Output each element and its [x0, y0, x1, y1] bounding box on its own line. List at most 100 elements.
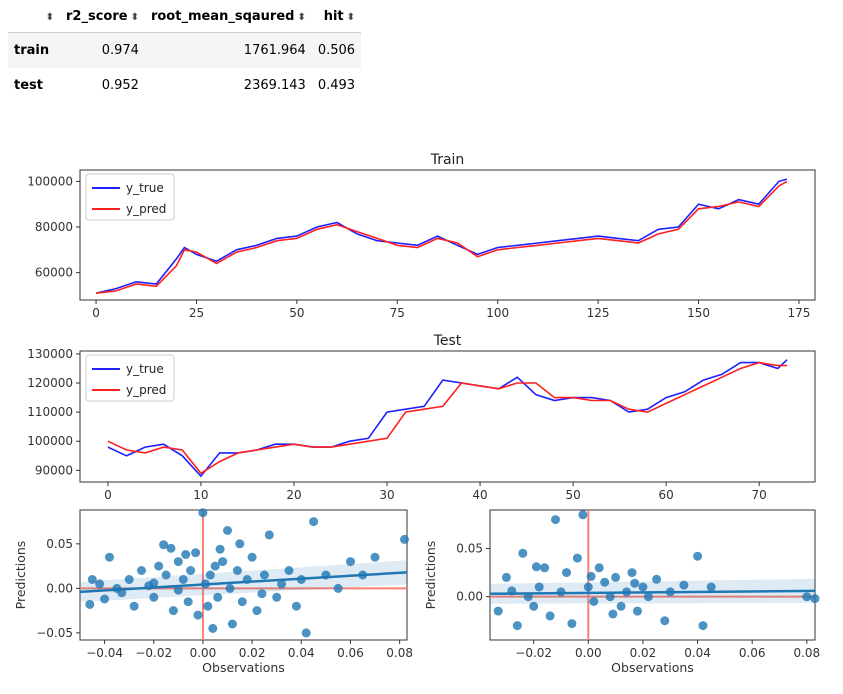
y-tick-label: 120000 — [27, 376, 73, 390]
series-line-y-pred — [107, 361, 788, 475]
series-line-y-true — [107, 359, 788, 478]
scatter-point — [277, 579, 287, 589]
column-header-hit[interactable]: hit ⬍ — [312, 0, 361, 33]
scatter-point — [540, 563, 550, 573]
table-cell: 0.493 — [317, 78, 356, 93]
scatter-point — [213, 592, 223, 602]
scatter-point — [223, 526, 232, 535]
row-label: train — [14, 43, 50, 58]
series-line-y-pred — [96, 180, 788, 294]
x-axis-label: Observations — [202, 660, 285, 675]
x-tick-label: 50 — [565, 488, 580, 502]
x-tick-label: 0.06 — [337, 646, 364, 660]
scatter-point — [215, 544, 225, 554]
scatter-point — [149, 578, 159, 588]
scatter-point — [149, 592, 159, 602]
scatter-point — [627, 568, 637, 578]
regression-line — [489, 589, 816, 596]
x-tick-label: 60 — [658, 488, 673, 502]
x-tick-label: 150 — [687, 306, 710, 320]
scatter-point — [161, 570, 171, 580]
scatter-point — [178, 575, 188, 584]
table-cell: 1761.964 — [243, 43, 306, 58]
y-tick-label: 100000 — [27, 434, 73, 448]
scatter-point — [129, 601, 139, 611]
x-tick-label: 0 — [92, 306, 100, 320]
y-tick-label: 80000 — [35, 220, 73, 234]
x-tick-label: 0.02 — [630, 646, 657, 660]
scatter-point — [168, 606, 178, 616]
y-tick-label: 0.00 — [456, 590, 483, 604]
y-axis-label: Predictions — [423, 541, 438, 610]
scatter-point — [252, 606, 262, 616]
table-cell: 2369.143 — [243, 78, 306, 93]
x-tick-label: 30 — [379, 488, 394, 502]
x-tick-label: 0.06 — [739, 646, 766, 660]
table-cell: 0.974 — [101, 43, 139, 58]
scatter-point — [810, 594, 820, 604]
scatter-point — [802, 592, 812, 602]
scatter-point — [272, 592, 282, 602]
metrics-table: ⬍ r2_score ⬍ root_mean_sqaured ⬍ hit ⬍ trai… — [8, 0, 362, 103]
scatter-point — [301, 628, 311, 638]
chart-title: Train — [430, 152, 465, 168]
scatter-point — [572, 553, 582, 563]
x-tick-label: 40 — [472, 488, 487, 502]
scatter-point — [611, 572, 621, 582]
scatter-point — [501, 572, 511, 582]
legend-label: y_pred — [126, 383, 166, 397]
y-axis-label: Predictions — [13, 541, 28, 610]
scatter-point — [173, 557, 183, 567]
x-tick-label: −0.02 — [515, 646, 552, 660]
scatter-point — [652, 574, 662, 584]
x-axis-label: Observations — [611, 660, 694, 675]
scatter-point — [638, 582, 648, 592]
sort-icon[interactable]: ⬍ — [45, 11, 54, 23]
index-header[interactable]: ⬍ — [8, 0, 60, 33]
plot-area — [489, 509, 816, 641]
scatter-point — [679, 580, 689, 590]
scatter-point — [154, 561, 164, 571]
scatter-point — [562, 568, 571, 578]
scatter-point — [534, 582, 544, 592]
scatter-point — [159, 540, 169, 550]
x-tick-label: 20 — [286, 488, 301, 502]
scatter-point — [183, 597, 193, 607]
legend-label: y_true — [126, 181, 164, 195]
scatter-point — [529, 601, 539, 611]
column-header-r2[interactable]: r2_score ⬍ — [60, 0, 145, 33]
scatter-point — [531, 562, 541, 572]
scatter-point — [400, 534, 409, 544]
x-tick-label: 0.00 — [575, 646, 602, 660]
scatter-point — [87, 575, 97, 584]
y-tick-label: −0.05 — [36, 626, 73, 640]
plot-area — [79, 169, 816, 301]
scatter-point — [203, 601, 213, 611]
scatter-point — [630, 578, 640, 588]
scatter-point — [578, 510, 588, 520]
column-header-rmse[interactable]: root_mean_sqaured ⬍ — [145, 0, 312, 33]
x-tick-label: 175 — [787, 306, 810, 320]
scatter-point — [210, 561, 220, 571]
scatter-point — [346, 557, 355, 567]
column-label: hit — [323, 8, 344, 24]
scatter-point — [512, 621, 522, 631]
x-tick-label: 0.08 — [793, 646, 820, 660]
scatter-point — [600, 577, 610, 587]
scatter-point — [586, 571, 596, 581]
x-tick-label: 0.00 — [190, 646, 217, 660]
chart-title: Test — [433, 333, 462, 349]
sort-icon[interactable]: ⬍ — [130, 11, 139, 23]
x-tick-label: 50 — [289, 306, 304, 320]
table-cell: 0.952 — [101, 78, 139, 93]
x-tick-label: 0 — [104, 488, 112, 502]
scatter-point — [551, 515, 560, 525]
x-tick-label: 100 — [486, 306, 509, 320]
x-tick-label: 70 — [752, 488, 767, 502]
scatter-point — [105, 552, 114, 562]
scatter-point — [208, 623, 218, 633]
sort-icon[interactable]: ⬍ — [346, 11, 356, 23]
sort-icon[interactable]: ⬍ — [297, 11, 306, 23]
y-tick-label: 100000 — [27, 174, 73, 188]
y-tick-label: 90000 — [35, 463, 73, 477]
